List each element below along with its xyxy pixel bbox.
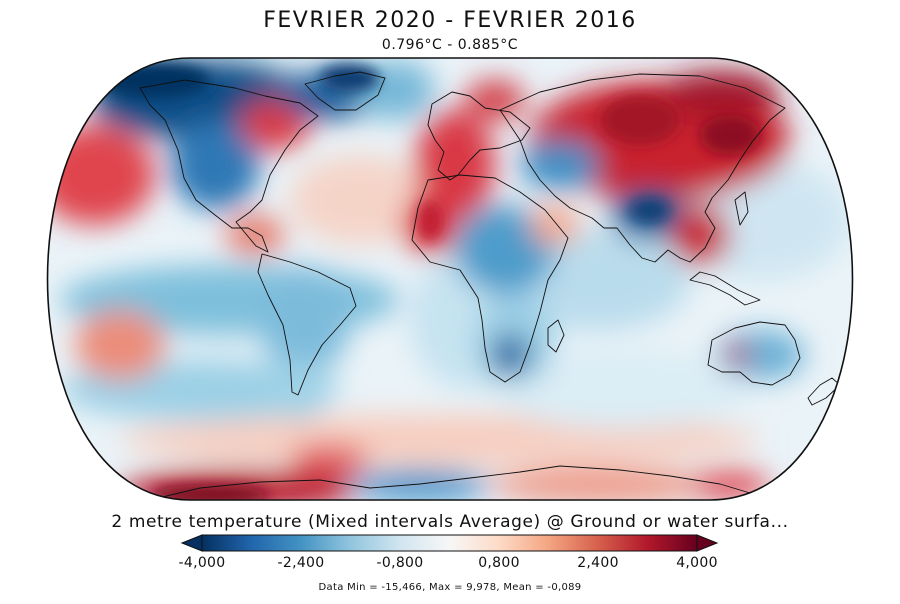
globe-frame bbox=[46, 57, 854, 501]
colorbar-tick-label: -0,800 bbox=[376, 555, 424, 571]
colorbar-tick-label: 4,000 bbox=[676, 555, 718, 571]
colorbar-tick-label: -4,000 bbox=[178, 555, 226, 571]
map-subtitle: 0.796°C - 0.885°C bbox=[381, 37, 519, 53]
anomaly-field bbox=[47, 58, 853, 500]
colorbar-ramp bbox=[201, 534, 698, 552]
colorbar-max-arrow bbox=[696, 534, 719, 552]
colorbar-tick-label: -2,400 bbox=[277, 555, 325, 571]
colorbar-min-arrow bbox=[180, 534, 203, 552]
coastlines bbox=[139, 71, 841, 500]
colorbar-tick-label: 2,400 bbox=[577, 555, 619, 571]
colorbar-tick-label: 0,800 bbox=[478, 555, 520, 571]
map-title: FEVRIER 2020 - FEVRIER 2016 bbox=[263, 8, 637, 33]
data-stats: Data Min = -15,466, Max = 9,978, Mean = … bbox=[318, 582, 582, 593]
colorbar-title: 2 metre temperature (Mixed intervals Ave… bbox=[111, 512, 789, 532]
